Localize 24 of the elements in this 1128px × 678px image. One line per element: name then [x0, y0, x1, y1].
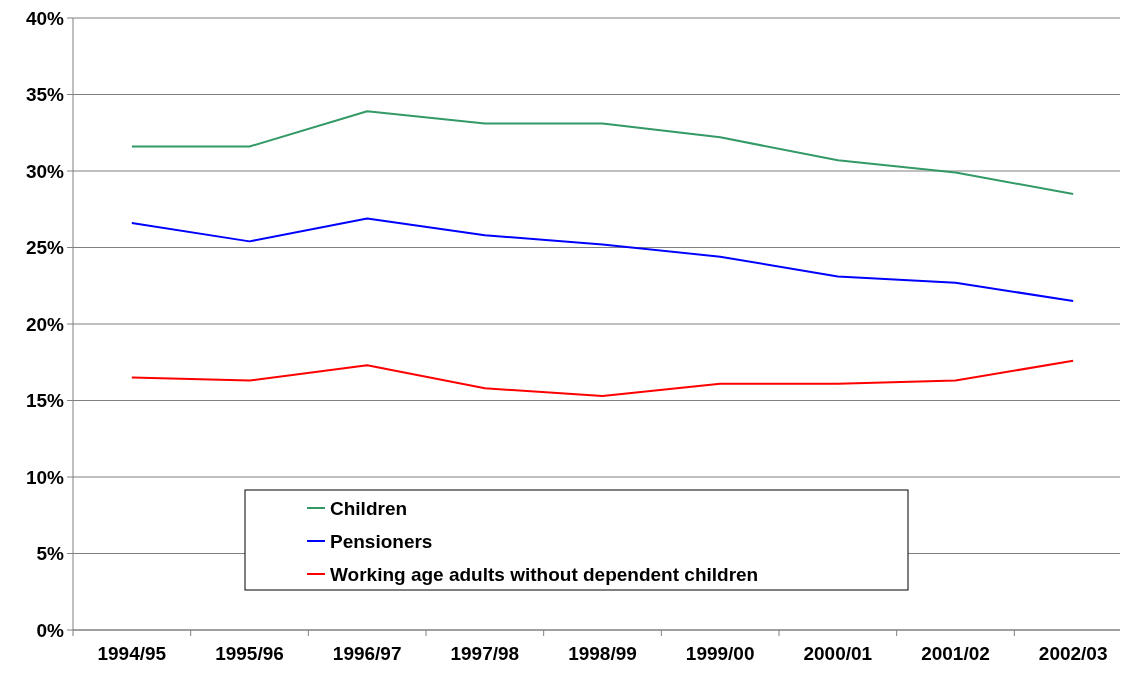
y-tick-label: 10%: [25, 466, 65, 488]
legend-label: Children: [330, 497, 408, 519]
x-tick-label: 2000/01: [803, 643, 873, 664]
y-tick-label: 40%: [25, 7, 65, 29]
x-tick-label: 1994/95: [97, 643, 167, 664]
y-tick-label: 0%: [36, 619, 65, 641]
line-series: [130, 110, 1075, 195]
x-tick-label: 1997/98: [450, 643, 520, 664]
x-tick-label: 1996/97: [332, 643, 402, 664]
y-tick-label: 20%: [25, 313, 65, 335]
line-series: [130, 217, 1075, 303]
y-tick-label: 5%: [36, 543, 65, 565]
x-tick-label: 2002/03: [1038, 643, 1108, 664]
y-tick-label: 15%: [25, 390, 65, 412]
y-tick-label: 30%: [25, 160, 65, 182]
x-tick-label: 1999/00: [685, 643, 755, 664]
x-tick-label: 2001/02: [921, 643, 990, 664]
x-tick-label: 1998/99: [568, 643, 637, 664]
y-tick-label: 35%: [25, 84, 65, 106]
legend-label: Pensioners: [330, 530, 433, 552]
y-tick-label: 25%: [25, 237, 65, 259]
legend-label: Working age adults without dependent children: [330, 563, 759, 585]
line-series: [130, 359, 1075, 397]
x-tick-label: 1995/96: [215, 643, 284, 664]
